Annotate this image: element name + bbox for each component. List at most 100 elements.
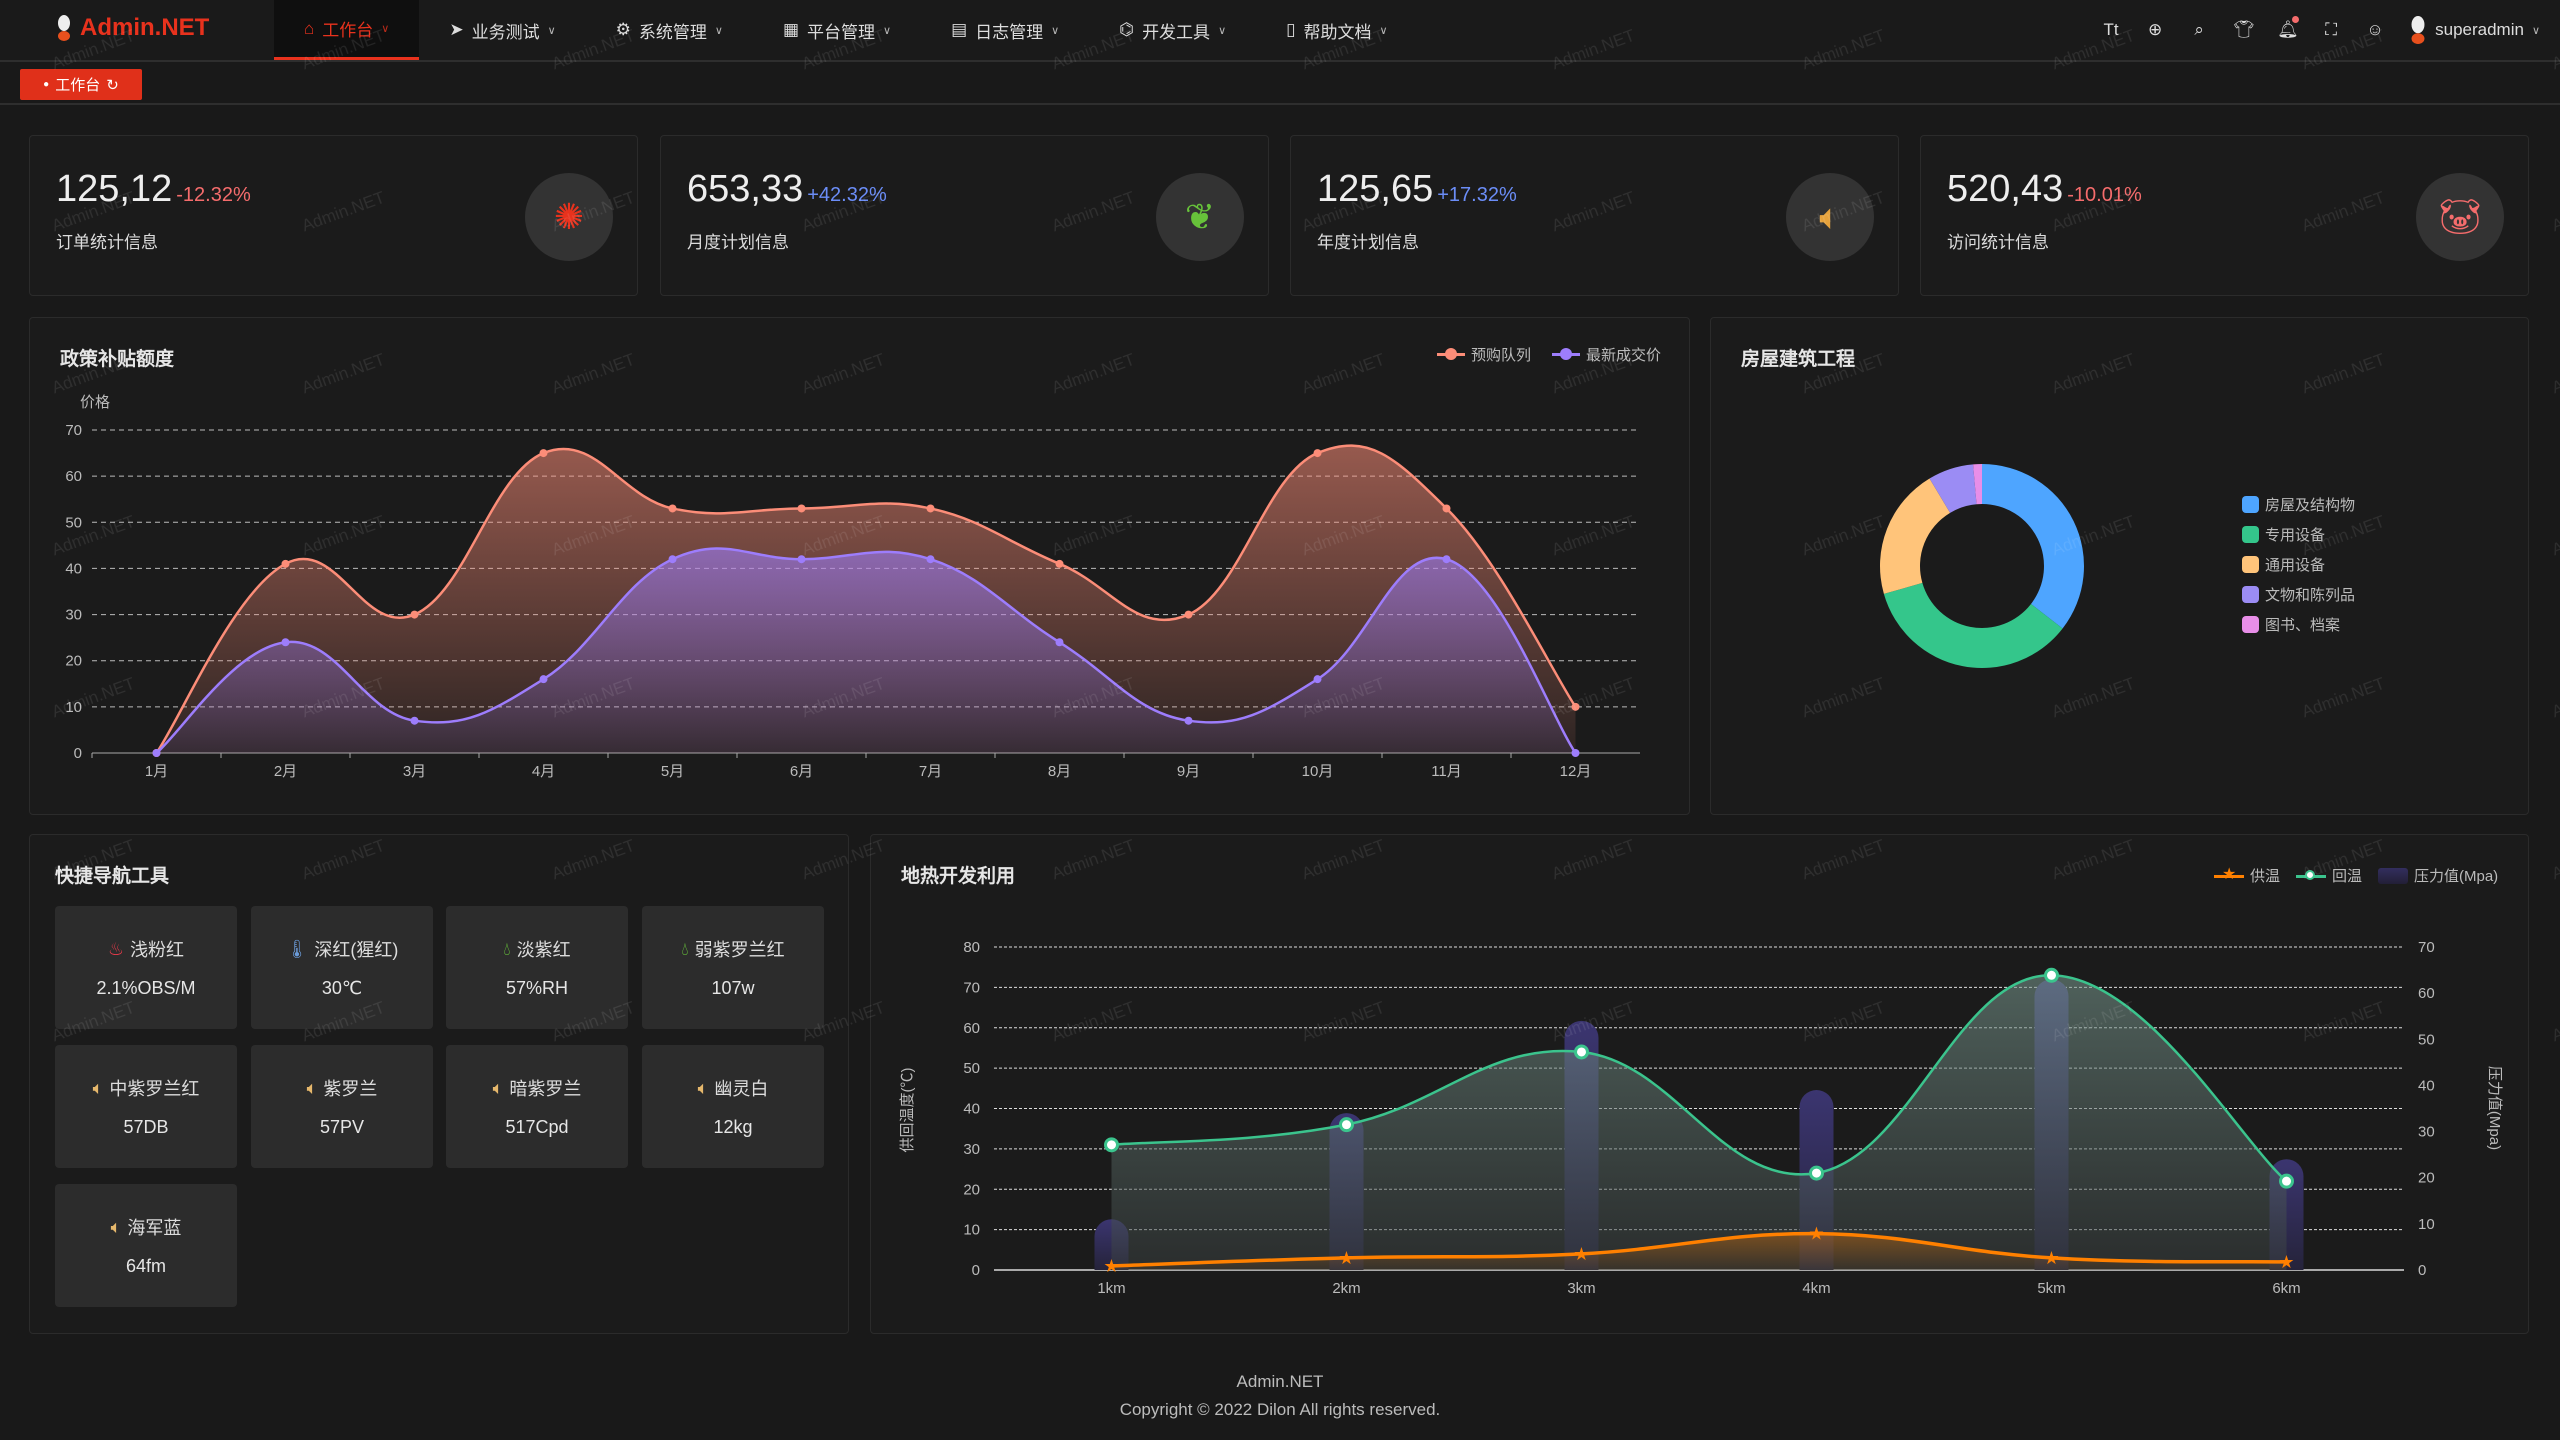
panel-title: 政策补贴额度 [60, 349, 175, 370]
menu-label: 业务测试 [471, 22, 540, 42]
tile-value: 64fm [125, 1256, 167, 1276]
book-icon: ▯ [1286, 20, 1296, 39]
stat-value: 520,43 -10.01% [1947, 168, 2142, 211]
footer-brand: Admin.NET [1236, 1372, 1324, 1391]
legend-label: 图书、档案 [2265, 617, 2341, 634]
stat-value: 653,33 +42.32% [687, 168, 887, 211]
legend-line-icon [1437, 348, 1465, 360]
chevron-down-icon: ∨ [1051, 24, 1060, 37]
quick-nav-tile[interactable]: 🔈︎ 海军蓝 64fm [55, 1184, 237, 1307]
font-size-icon[interactable]: Tt [2103, 20, 2119, 39]
cake-icon: ♨ [107, 938, 125, 959]
stat-change: +17.32% [1437, 184, 1517, 206]
language-icon[interactable]: ⊕ [2147, 20, 2163, 39]
user-dropdown[interactable]: superadmin ∨ [2409, 16, 2540, 44]
menu-label: 工作台 [322, 21, 374, 40]
quick-nav-tile[interactable]: 🔈︎ 暗紫罗兰 517Cpd [446, 1045, 628, 1168]
quick-nav-tile[interactable]: 🔈︎ 中紫罗兰红 57DB [55, 1045, 237, 1168]
legend-item[interactable]: 图书、档案 [2242, 614, 2340, 635]
quick-nav-tile[interactable]: 💧︎ 弱紫罗兰红 107w [642, 906, 824, 1029]
logo-mascot-icon [58, 15, 70, 41]
panel-subsidy-chart: 政策补贴额度 [29, 317, 1690, 815]
legend-bar-icon [2378, 867, 2408, 884]
china-map-icon: ❦ [1184, 196, 1216, 237]
menu-item-0[interactable]: ⌂ 工作台 ∨ [274, 0, 420, 60]
legend-label: 房屋及结构物 [2265, 497, 2356, 514]
menu-label: 平台管理 [807, 22, 876, 42]
tile-label: 海军蓝 [127, 1218, 182, 1238]
chip-icon: ⌬ [1119, 20, 1135, 39]
search-icon[interactable]: ⌕ [2194, 20, 2204, 39]
legend-swatch-icon [2242, 496, 2259, 513]
stat-card: 520,43 -10.01% 访问统计信息 🐷︎ [1920, 135, 2529, 296]
legend-item[interactable]: ★ 供温 [2214, 865, 2280, 886]
user-icon[interactable]: ☺ [2366, 20, 2384, 39]
stat-card: 653,33 +42.32% 月度计划信息 ❦ [660, 135, 1269, 296]
speaker-icon: 🔈︎ [306, 1077, 318, 1098]
document-icon: ▤ [951, 20, 968, 39]
logo[interactable]: Admin.NET [56, 14, 209, 42]
quick-nav-tile[interactable]: ♨ 浅粉红 2.1%OBS/M [55, 906, 237, 1029]
legend-item[interactable]: 回温 [2296, 865, 2362, 886]
legend-item[interactable]: 房屋及结构物 [2242, 494, 2355, 515]
stat-change: -12.32% [176, 184, 251, 206]
speaker-icon: 🔈︎ [1819, 195, 1841, 237]
header-toolbar: Tt ⊕ ⌕ 👕︎ 🔔︎ ⛶ ☺ superadmin ∨ [2101, 0, 2540, 60]
menu-item-3[interactable]: ▦ 平台管理 ∨ [753, 0, 921, 60]
username: superadmin [2435, 20, 2524, 39]
tile-value: 517Cpd [505, 1117, 569, 1137]
tile-label: 弱紫罗兰红 [694, 940, 785, 960]
watermark: Admin.NET [2549, 511, 2560, 560]
tag-workbench[interactable]: ● 工作台 ↻ [20, 69, 142, 100]
menu-item-4[interactable]: ▤ 日志管理 ∨ [921, 0, 1089, 60]
stat-number: 125,65 [1317, 168, 1434, 210]
notification-dot [2292, 16, 2300, 23]
home-icon: ⌂ [304, 18, 315, 38]
stat-label: 订单统计信息 [56, 233, 158, 252]
chevron-down-icon: ∨ [1218, 24, 1227, 37]
watermark: Admin.NET [2549, 673, 2560, 722]
tile-value: 12kg [713, 1117, 753, 1137]
watermark: Admin.NET [2549, 349, 2560, 398]
watermark: Admin.NET [2549, 835, 2560, 884]
tile-label: 中紫罗兰红 [109, 1079, 200, 1099]
legend-item[interactable]: 专用设备 [2242, 524, 2325, 545]
tile-label: 紫罗兰 [323, 1079, 378, 1099]
top-header: Admin.NET ⌂ 工作台 ∨ ➤ 业务测试 ∨ ⚙ 系统管理 ∨ ▦ 平台管理 ∨ ▤ 日志管理 ∨ ⌬… [0, 0, 2560, 62]
legend-circle-icon [2296, 868, 2326, 884]
tile-value: 57%RH [505, 978, 569, 998]
menu-item-2[interactable]: ⚙ 系统管理 ∨ [586, 0, 753, 60]
legend-line-icon [1552, 348, 1580, 360]
legend-item[interactable]: 最新成交价 [1552, 344, 1661, 365]
quick-nav-tile[interactable]: 🌡︎ 深红(猩红) 30℃ [251, 906, 433, 1029]
legend-swatch-icon [2242, 556, 2259, 573]
stat-value: 125,65 +17.32% [1317, 168, 1517, 211]
legend-item[interactable]: 通用设备 [2242, 554, 2325, 575]
tag-label: 工作台 [55, 77, 101, 94]
thermometer-icon: 🌡︎ [285, 938, 309, 959]
menu-label: 帮助文档 [1303, 22, 1372, 42]
menu-item-5[interactable]: ⌬ 开发工具 ∨ [1089, 0, 1256, 60]
refresh-icon[interactable]: ↻ [106, 76, 119, 94]
bell-icon[interactable]: 🔔︎ [2277, 16, 2300, 40]
tile-value: 57DB [123, 1117, 169, 1137]
quick-nav-tile[interactable]: 💧︎ 淡紫红 57%RH [446, 906, 628, 1029]
menu-label: 系统管理 [638, 22, 707, 42]
quick-nav-tile[interactable]: 🔈︎ 幽灵白 12kg [642, 1045, 824, 1168]
quick-nav-tile[interactable]: 🔈︎ 紫罗兰 57PV [251, 1045, 433, 1168]
legend-item[interactable]: 文物和陈列品 [2242, 584, 2355, 605]
panel-title: 地热开发利用 [901, 866, 1016, 887]
legend-label: 通用设备 [2265, 557, 2326, 574]
top-menu: ⌂ 工作台 ∨ ➤ 业务测试 ∨ ⚙ 系统管理 ∨ ▦ 平台管理 ∨ ▤ 日志管理 ∨ ⌬ 开发工具 ∨ ▯ 帮助文档… [274, 0, 1418, 60]
menu-label: 日志管理 [975, 22, 1044, 42]
menu-item-6[interactable]: ▯ 帮助文档 ∨ [1256, 0, 1417, 60]
legend-item[interactable]: 预购队列 [1437, 344, 1531, 365]
tile-label: 深红(猩红) [314, 940, 399, 960]
stat-card: 125,12 -12.32% 订单统计信息 ✺ [29, 135, 638, 296]
legend-item[interactable]: 压力值(Mpa) [2378, 865, 2498, 886]
stat-value: 125,12 -12.32% [56, 168, 251, 211]
theme-shirt-icon[interactable]: 👕︎ [2233, 20, 2255, 39]
menu-item-1[interactable]: ➤ 业务测试 ∨ [419, 0, 585, 60]
fullscreen-icon[interactable]: ⛶ [2325, 20, 2338, 39]
legend-swatch-icon [2242, 526, 2259, 543]
